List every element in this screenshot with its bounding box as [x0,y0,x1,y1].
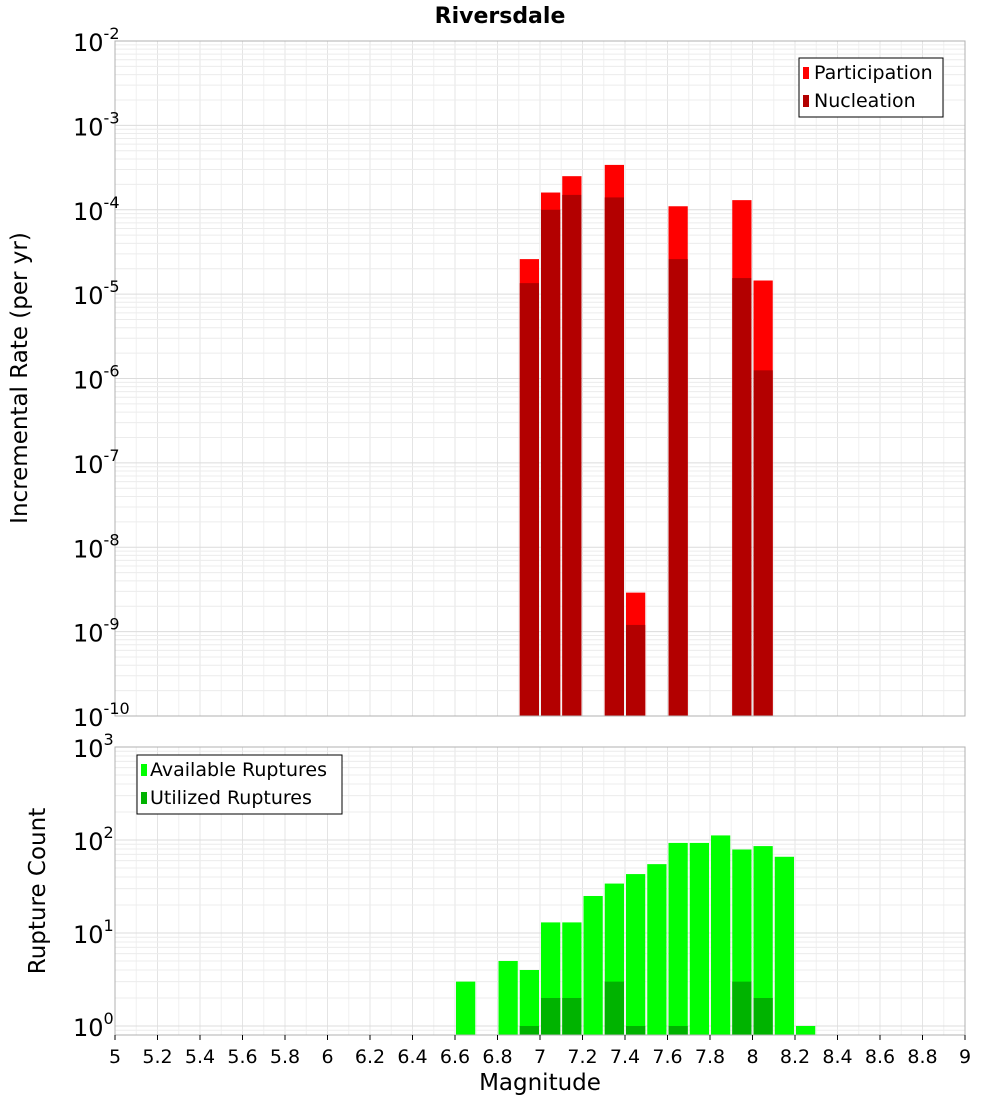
x-tick-label: 6 [321,1046,333,1068]
legend-label-available-ruptures: Available Ruptures [150,759,327,781]
chart-title: Riversdale [435,4,566,29]
bar-utilized-ruptures [562,997,582,1035]
legend-swatch-utilized-ruptures [141,792,147,804]
bottom-legend-box [136,754,343,815]
top-y-tick-label: 10-2 [73,24,120,57]
bar-available-ruptures [689,842,709,1035]
bottom-bars [456,835,816,1035]
bottom-x-ticks: 5 5.2 5.4 5.6 5.8 6 6.2 6.4 6.6 6.8 7 7.2 7.4 7.6 7.8 8… [109,1035,971,1068]
bar-available-ruptures [668,842,688,1035]
x-tick-label: 5 [109,1046,121,1068]
bar-nucleation [604,197,624,717]
top-y-tick-label: 10-5 [73,277,120,310]
x-tick-label: 9 [959,1046,971,1068]
legend-swatch-participation [803,67,809,79]
bar-utilized-ruptures [604,981,624,1035]
top-y-tick-label: 10-6 [73,362,120,395]
top-plot-frame [114,40,966,717]
x-tick-label: 5.6 [227,1046,257,1068]
legend-label-nucleation: Nucleation [814,90,916,112]
bar-utilized-ruptures [519,1025,539,1035]
bar-available-ruptures [519,969,539,1035]
top-legend-box [798,57,944,118]
legend-label-participation: Participation [814,62,933,84]
x-tick-label: 5.4 [185,1046,215,1068]
top-y-tick-label: 10-7 [73,446,120,479]
bottom-y-ticks: 100 101 102 103 [73,730,114,1042]
x-tick-label: 7.2 [567,1046,597,1068]
top-y-tick-label: 10-9 [73,615,120,648]
bar-utilized-ruptures [753,997,773,1035]
top-grid [114,40,966,717]
top-y-tick-label: 10-8 [73,530,120,563]
bar-available-ruptures [498,960,518,1035]
bar-nucleation [519,283,539,716]
bottom-y-tick-label: 101 [73,916,114,949]
x-tick-label: 8.8 [907,1046,937,1068]
top-legend: Participation Nucleation [798,57,944,118]
x-tick-label: 6.6 [440,1046,470,1068]
bar-available-ruptures [774,856,794,1035]
bottom-y-tick-label: 103 [73,730,114,763]
bar-available-ruptures [711,835,731,1035]
x-tick-label: 7 [534,1046,546,1068]
bar-available-ruptures [583,895,603,1035]
x-tick-label: 7.4 [610,1046,640,1068]
bar-available-ruptures [456,981,476,1035]
bottom-panel: 100 101 102 103 5 5.2 5.4 5.6 5.8 6 6.2 6.4 6.6 6.8 7… [25,730,971,1096]
top-panel: Riversdale 10-10 10-9 10-8 10-7 10-6 10-5 10-4… [7,4,966,732]
bar-utilized-ruptures [668,1025,688,1035]
bar-nucleation [732,278,752,716]
top-y-tick-label: 10-4 [73,193,120,226]
x-tick-label: 6.8 [482,1046,512,1068]
x-tick-label: 8.6 [865,1046,895,1068]
bar-nucleation [668,259,688,716]
bar-nucleation [562,194,582,716]
legend-swatch-available-ruptures [141,764,147,776]
legend-swatch-nucleation [803,95,809,107]
top-bars [519,164,773,717]
bar-available-ruptures [647,864,667,1035]
top-y-tick-label: 10-10 [73,699,130,732]
x-tick-label: 7.8 [695,1046,725,1068]
bar-utilized-ruptures [626,1025,646,1035]
bar-nucleation [541,209,561,716]
top-y-axis-label: Incremental Rate (per yr) [7,232,33,524]
bar-nucleation [753,370,773,716]
bar-utilized-ruptures [541,997,561,1035]
x-tick-label: 6.2 [355,1046,385,1068]
x-tick-label: 8.2 [780,1046,810,1068]
top-y-tick-label: 10-3 [73,108,120,141]
x-tick-label: 5.2 [142,1046,172,1068]
bar-available-ruptures [626,874,646,1035]
top-y-ticks: 10-10 10-9 10-8 10-7 10-6 10-5 10-4 10-3 10-2 [73,24,130,732]
x-tick-label: 5.8 [270,1046,300,1068]
bar-utilized-ruptures [732,981,752,1035]
bottom-y-tick-label: 102 [73,823,114,856]
bottom-legend: Available Ruptures Utilized Ruptures [136,754,343,815]
x-axis-label: Magnitude [479,1070,601,1096]
bottom-y-axis-label: Rupture Count [25,808,51,974]
bar-available-ruptures [753,846,773,1035]
bar-nucleation [626,624,646,716]
bottom-y-tick-label: 100 [73,1009,114,1042]
legend-label-utilized-ruptures: Utilized Ruptures [150,787,312,809]
bar-available-ruptures [796,1025,816,1035]
x-tick-label: 6.4 [397,1046,427,1068]
x-tick-label: 8.4 [822,1046,852,1068]
x-tick-label: 7.6 [652,1046,682,1068]
x-tick-label: 8 [746,1046,758,1068]
